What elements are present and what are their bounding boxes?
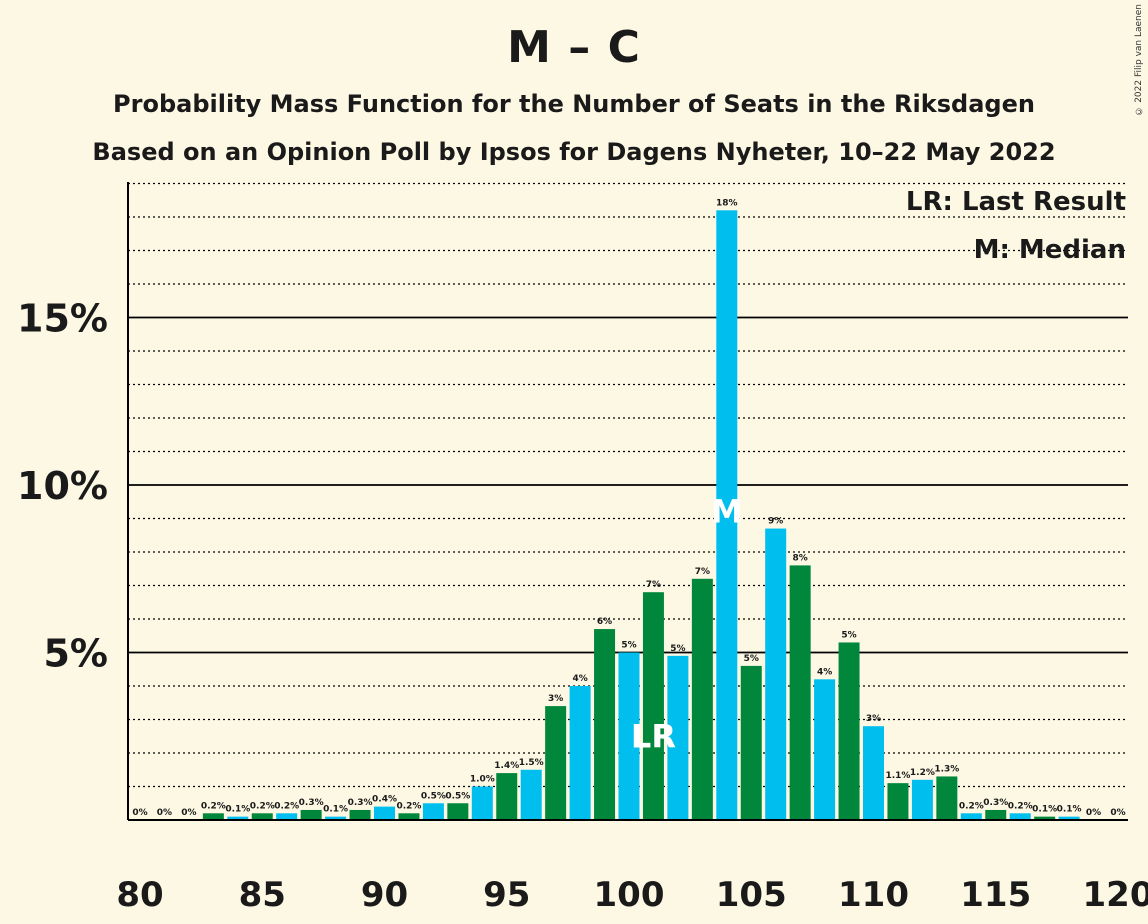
data-label-seat-81: 0% [157, 808, 172, 818]
data-label-seat-118: 0.1% [1057, 805, 1082, 815]
bar-seat-101 [643, 592, 664, 820]
data-label-seat-120: 0% [1110, 808, 1125, 818]
data-label-seat-101: 7% [646, 580, 661, 590]
bar-seat-83 [203, 813, 224, 820]
data-label-seat-116: 0.2% [1008, 801, 1033, 811]
bar-seat-108 [814, 679, 835, 820]
data-label-seat-115: 0.3% [983, 798, 1008, 808]
bar-seat-107 [790, 565, 811, 820]
data-label-seat-85: 0.2% [250, 801, 275, 811]
bar-seat-96 [521, 770, 542, 820]
data-label-seat-109: 5% [841, 630, 856, 640]
data-label-seat-114: 0.2% [959, 801, 984, 811]
data-label-seat-92: 0.5% [421, 791, 446, 801]
bar-seat-110 [863, 726, 884, 820]
data-label-seat-99: 6% [597, 617, 612, 627]
x-tick-label: 115 [960, 875, 1031, 915]
last-result-marker: LR [631, 718, 676, 756]
y-tick-label: 5% [43, 632, 108, 676]
bar-seat-116 [1010, 813, 1031, 820]
bar-seat-95 [496, 773, 517, 820]
bar-seat-111 [887, 783, 908, 820]
bar-seat-115 [985, 810, 1006, 820]
data-label-seat-111: 1.1% [885, 771, 910, 781]
data-label-seat-112: 1.2% [910, 768, 935, 778]
data-label-seat-83: 0.2% [201, 801, 226, 811]
bar-seat-85 [252, 813, 273, 820]
data-label-seat-110: 3% [866, 714, 881, 724]
x-tick-label: 80 [116, 875, 163, 915]
data-label-seat-107: 8% [793, 553, 808, 563]
bar-seat-89 [350, 810, 371, 820]
data-label-seat-104: 18% [716, 198, 738, 208]
x-tick-label: 120 [1083, 875, 1148, 915]
data-label-seat-97: 3% [548, 694, 563, 704]
data-label-seat-119: 0% [1086, 808, 1101, 818]
x-tick-label: 110 [838, 875, 909, 915]
data-label-seat-91: 0.2% [396, 801, 421, 811]
bar-seat-92 [423, 803, 444, 820]
data-label-seat-96: 1.5% [519, 758, 544, 768]
data-label-seat-102: 5% [670, 644, 685, 654]
data-label-seat-93: 0.5% [445, 791, 470, 801]
y-tick-label: 15% [17, 297, 108, 341]
bar-seat-114 [961, 813, 982, 820]
data-label-seat-87: 0.3% [299, 798, 324, 808]
x-tick-label: 95 [483, 875, 530, 915]
bar-seat-90 [374, 807, 395, 820]
bar-seat-91 [398, 813, 419, 820]
y-tick-label: 10% [17, 464, 108, 508]
data-label-seat-103: 7% [695, 567, 710, 577]
data-label-seat-95: 1.4% [494, 761, 519, 771]
bar-seat-87 [301, 810, 322, 820]
data-label-seat-89: 0.3% [348, 798, 373, 808]
x-tick-label: 85 [239, 875, 286, 915]
data-label-seat-106: 9% [768, 517, 783, 527]
bar-seat-106 [765, 529, 786, 820]
data-label-seat-98: 4% [572, 674, 587, 684]
bar-seat-103 [692, 579, 713, 820]
bar-seat-86 [276, 813, 297, 820]
data-label-seat-84: 0.1% [225, 805, 250, 815]
data-label-seat-94: 1.0% [470, 775, 495, 785]
median-marker: M [711, 492, 743, 530]
bar-seat-97 [545, 706, 566, 820]
bar-seat-99 [594, 629, 615, 820]
bar-seat-109 [839, 642, 860, 820]
data-label-seat-108: 4% [817, 667, 832, 677]
data-label-seat-88: 0.1% [323, 805, 348, 815]
data-label-seat-86: 0.2% [274, 801, 299, 811]
data-label-seat-113: 1.3% [934, 764, 959, 774]
data-label-seat-82: 0% [181, 808, 196, 818]
bar-seat-94 [472, 787, 493, 821]
x-tick-label: 105 [716, 875, 787, 915]
x-tick-label: 100 [594, 875, 665, 915]
bar-seat-112 [912, 780, 933, 820]
x-tick-label: 90 [361, 875, 408, 915]
bar-seat-105 [741, 666, 762, 820]
legend-median: M: Median [974, 235, 1126, 265]
data-label-seat-100: 5% [621, 641, 636, 651]
data-label-seat-80: 0% [132, 808, 147, 818]
data-label-seat-105: 5% [744, 654, 759, 664]
legend-last-result: LR: Last Result [906, 187, 1126, 217]
bar-seat-93 [447, 803, 468, 820]
data-label-seat-90: 0.4% [372, 795, 397, 805]
bar-seat-113 [936, 776, 957, 820]
data-label-seat-117: 0.1% [1032, 805, 1057, 815]
bar-seat-98 [570, 686, 591, 820]
